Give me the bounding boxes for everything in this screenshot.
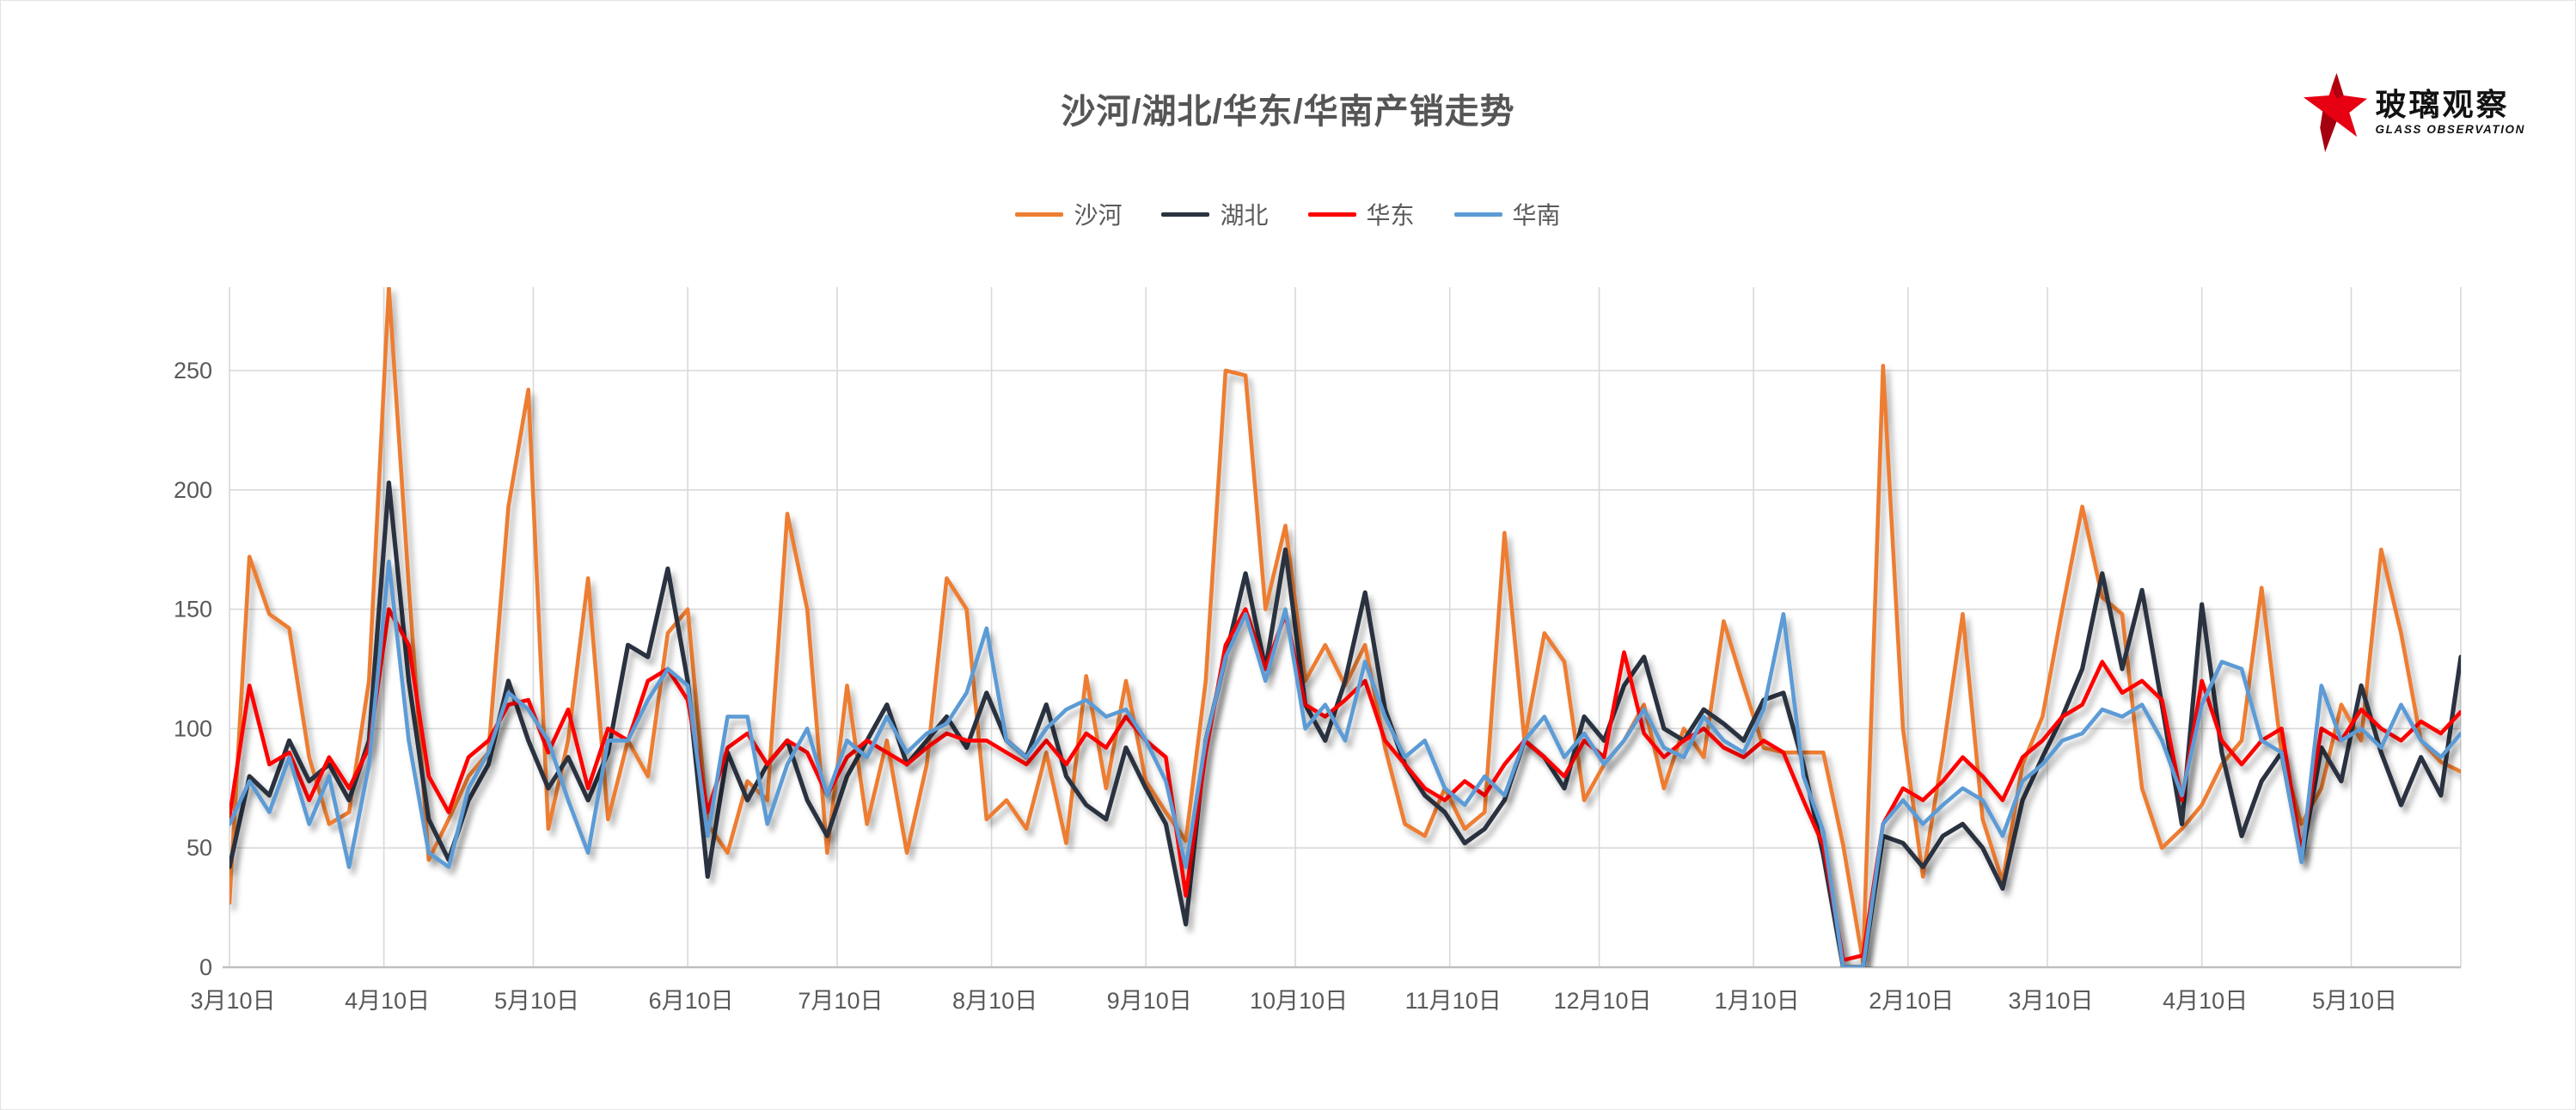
legend-label-hubei: 湖北 — [1220, 202, 1269, 229]
legend-swatch-hubei — [1161, 212, 1210, 217]
y-axis-label: 250 — [174, 358, 212, 383]
legend-swatch-huadong — [1307, 212, 1356, 217]
x-axis-label: 10月10日 — [1250, 988, 1348, 1014]
x-axis-label: 8月10日 — [952, 988, 1037, 1014]
x-axis-label: 7月10日 — [798, 988, 883, 1014]
y-axis-label: 0 — [199, 954, 212, 980]
legend-item-hubei: 湖北 — [1161, 197, 1269, 231]
logo-text: 玻璃观察 GLASS OBSERVATION — [2376, 89, 2525, 136]
legend-label-huanan: 华南 — [1512, 202, 1561, 229]
series-line-hubei — [229, 480, 2461, 967]
series-line-huadong — [229, 607, 2461, 962]
legend-label-shahe: 沙河 — [1074, 202, 1123, 229]
brand-logo: 玻璃观察 GLASS OBSERVATION — [2303, 73, 2525, 152]
legend-swatch-huanan — [1453, 212, 1502, 217]
legend-label-huadong: 华东 — [1366, 202, 1415, 229]
y-axis-label: 200 — [174, 477, 212, 503]
x-axis-label: 3月10日 — [190, 988, 275, 1014]
y-axis-label: 50 — [187, 835, 212, 861]
x-axis-label: 4月10日 — [345, 988, 430, 1014]
x-axis-label: 5月10日 — [494, 988, 579, 1014]
legend-item-huadong: 华东 — [1307, 197, 1415, 231]
logo-en-text: GLASS OBSERVATION — [2375, 123, 2525, 137]
legend-swatch-shahe — [1015, 212, 1064, 217]
logo-cn-text: 玻璃观察 — [2375, 87, 2510, 123]
chart-legend: 沙河 湖北 华东 华南 — [1, 197, 2575, 231]
legend-item-shahe: 沙河 — [1015, 197, 1122, 231]
chart-title: 沙河/湖北/华东/华南产销走势 — [1061, 93, 1515, 131]
legend-item-huanan: 华南 — [1453, 197, 1561, 231]
x-axis-label: 12月10日 — [1553, 988, 1651, 1014]
logo-star-icon — [2303, 73, 2367, 152]
x-axis-label: 5月10日 — [2312, 988, 2397, 1014]
x-axis-label: 4月10日 — [2163, 988, 2248, 1014]
series-line-shahe — [229, 287, 2461, 965]
series-line-huanan — [229, 559, 2461, 967]
x-axis-label: 2月10日 — [1869, 988, 1954, 1014]
x-axis-label: 1月10日 — [1715, 988, 1800, 1014]
x-axis-label: 6月10日 — [649, 988, 734, 1014]
x-axis-label: 11月10日 — [1405, 988, 1502, 1014]
x-axis-label: 3月10日 — [2009, 988, 2094, 1014]
x-axis-label: 9月10日 — [1107, 988, 1192, 1014]
y-axis-label: 100 — [174, 715, 212, 741]
y-axis-label: 150 — [174, 597, 212, 622]
